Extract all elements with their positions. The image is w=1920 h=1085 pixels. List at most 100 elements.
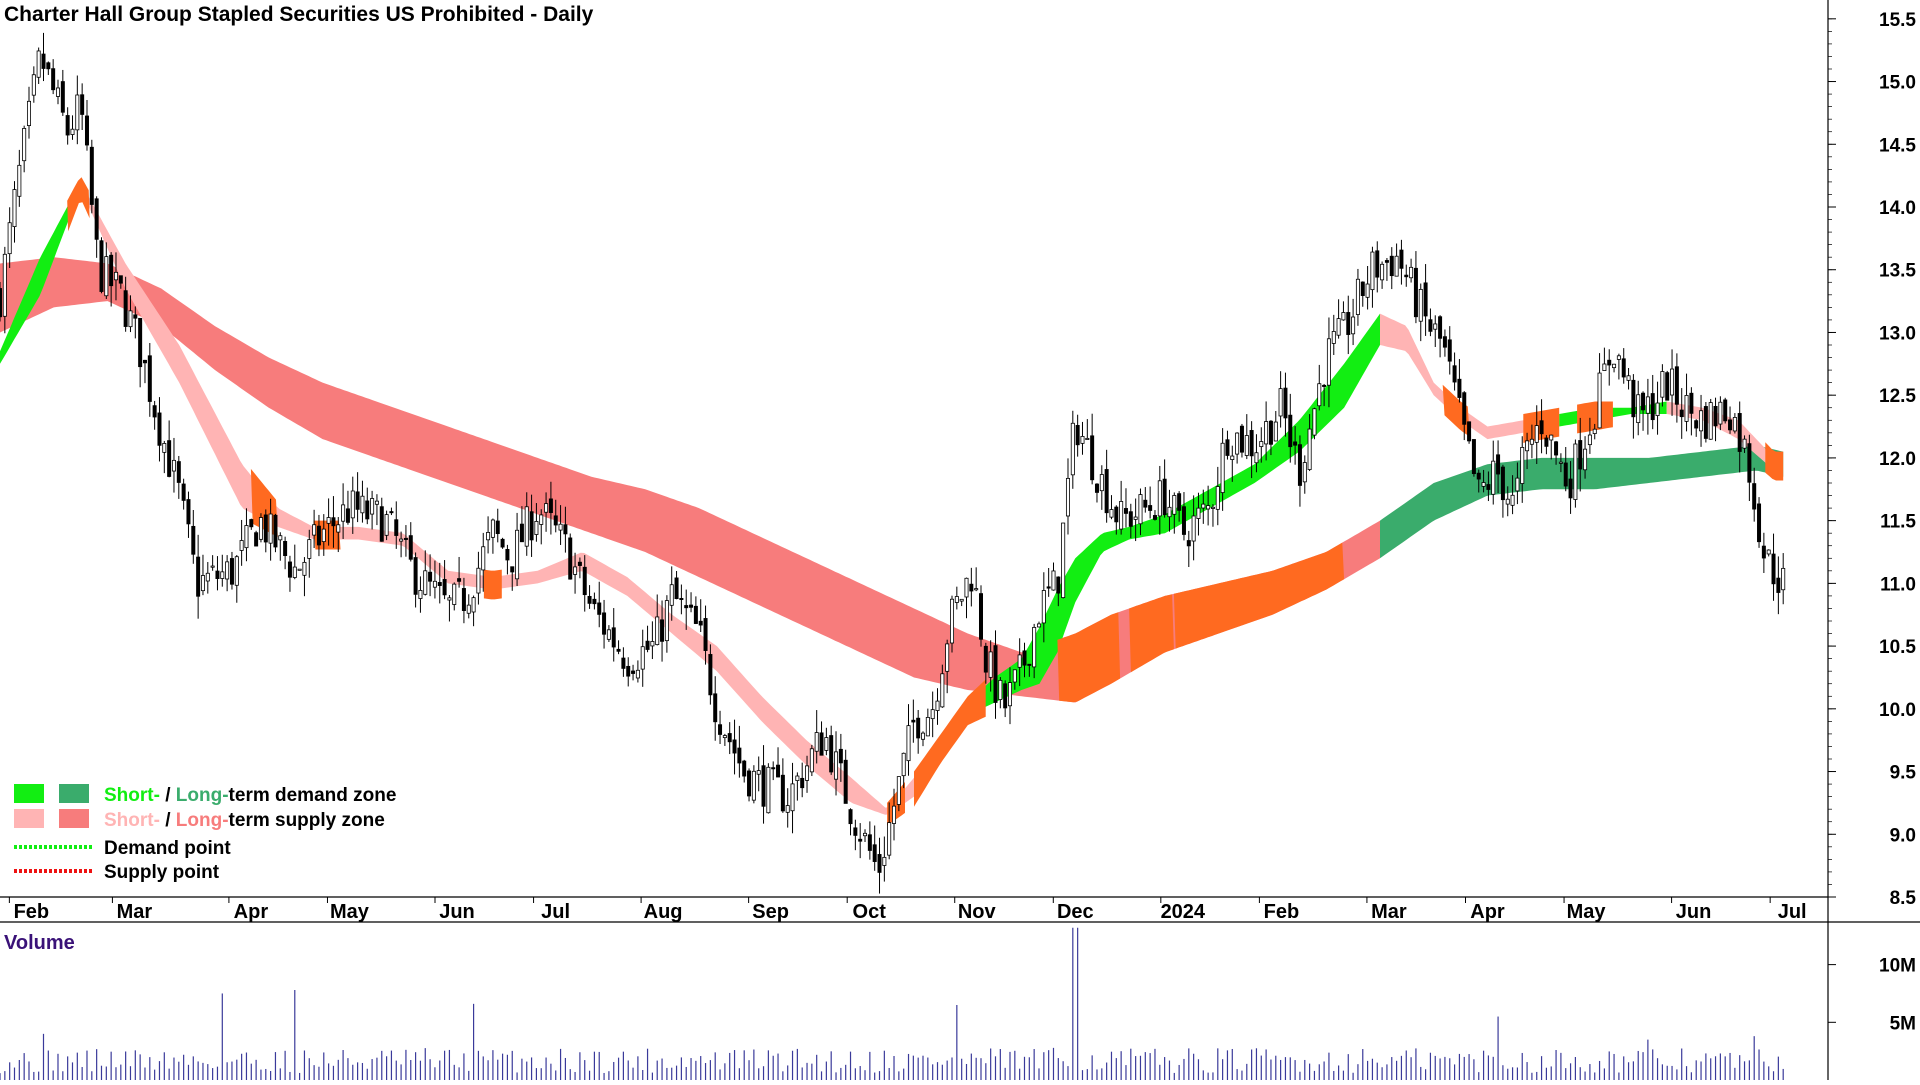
candle-body: [360, 495, 365, 514]
candle-body: [495, 520, 500, 535]
candle-body: [31, 74, 36, 96]
mixed-zone-4: [887, 782, 905, 826]
x-tick-label: Sep: [752, 901, 789, 923]
legend-swatch-short: [14, 809, 44, 828]
candle-body: [959, 598, 964, 602]
candle-body: [742, 760, 747, 777]
candle-body: [1776, 577, 1781, 593]
candle-body: [1539, 420, 1544, 435]
candle-body: [790, 783, 795, 812]
candle-body: [1462, 392, 1467, 425]
candle-body: [901, 752, 906, 777]
candle-body: [819, 732, 824, 756]
candle-body: [423, 570, 428, 595]
candle-body: [1065, 477, 1070, 517]
candle-body: [732, 739, 737, 754]
candle-body: [138, 317, 143, 368]
candle-body: [988, 651, 993, 678]
candle-body: [983, 645, 988, 673]
price-tick-label: 11.5: [1880, 512, 1916, 533]
candle-body: [592, 598, 597, 605]
candle-body: [157, 412, 162, 446]
candle-body: [1674, 366, 1679, 405]
candle-body: [1452, 365, 1457, 383]
candle-body: [457, 578, 462, 582]
candle-body: [534, 521, 539, 535]
candle-body: [693, 605, 698, 624]
candle-body: [225, 561, 230, 580]
candle-body: [993, 645, 998, 703]
candle-body: [486, 532, 491, 541]
candle-body: [1413, 267, 1418, 318]
candle-body: [1322, 384, 1327, 387]
candle-body: [969, 583, 974, 592]
candle-body: [1167, 506, 1172, 518]
candle-body: [1699, 410, 1704, 432]
candle-body: [133, 314, 138, 319]
candle-body: [1655, 402, 1660, 416]
candle-body: [829, 735, 834, 773]
candle-body: [1447, 339, 1452, 362]
candle-body: [1061, 522, 1066, 599]
candle-body: [1283, 387, 1288, 419]
candle-body: [7, 222, 12, 255]
candle-body: [500, 538, 505, 548]
candle-body: [1544, 437, 1549, 447]
candle-body: [577, 561, 582, 566]
candle-body: [964, 577, 969, 598]
candle-body: [814, 732, 819, 752]
price-tick-label: 8.5: [1890, 888, 1917, 909]
candle-body: [171, 459, 176, 472]
candle-body: [1650, 393, 1655, 421]
mixed-zone-5: [914, 679, 986, 807]
candle-body: [162, 443, 167, 453]
candle-body: [1080, 436, 1085, 444]
candle-body: [1529, 438, 1534, 445]
candle-body: [1747, 443, 1752, 483]
candle-body: [838, 748, 843, 764]
candle-body: [1152, 515, 1157, 520]
candle-body: [355, 491, 360, 510]
candle-body: [326, 517, 331, 524]
candle-body: [602, 612, 607, 635]
candle-body: [1215, 486, 1220, 510]
x-tick-label: 2024: [1161, 901, 1206, 923]
legend-label-part: Long-: [176, 785, 229, 806]
candle-body: [950, 598, 955, 644]
x-tick-label: Jul: [1778, 901, 1807, 923]
candle-body: [785, 805, 790, 813]
legend-label-part: /: [160, 785, 176, 806]
candle-body: [1684, 395, 1689, 422]
candle-body: [737, 747, 742, 764]
candle-body: [925, 717, 930, 737]
candle-body: [278, 535, 283, 541]
price-tick-label: 10.5: [1879, 637, 1916, 658]
short-term-zone-segment-4: [1559, 401, 1667, 427]
price-tick-label: 12.0: [1879, 449, 1916, 470]
candle-body: [51, 68, 56, 91]
candle-body: [597, 602, 602, 615]
candle-body: [316, 525, 321, 546]
candle-body: [109, 254, 114, 287]
candle-body: [708, 654, 713, 696]
candle-body: [1418, 288, 1423, 322]
candle-body: [94, 198, 99, 240]
candle-body: [587, 595, 592, 604]
candle-body: [1404, 274, 1409, 278]
candle-body: [99, 240, 104, 292]
candle-body: [664, 600, 669, 642]
candle-body: [1099, 474, 1104, 492]
x-tick-label: Mar: [1371, 901, 1407, 923]
chart-title: Charter Hall Group Stapled Securities US…: [4, 3, 594, 26]
price-tick-label: 15.5: [1879, 10, 1916, 31]
volume-tick-label: 10M: [1879, 956, 1916, 977]
candle-body: [1602, 363, 1607, 371]
candle-body: [1264, 421, 1269, 445]
candle-body: [515, 529, 520, 580]
candle-body: [1293, 441, 1298, 446]
x-tick-label: Jun: [1676, 901, 1712, 923]
candle-body: [751, 770, 756, 801]
candle-body: [370, 498, 375, 515]
candle-body: [389, 511, 394, 514]
candle-body: [1442, 336, 1447, 348]
